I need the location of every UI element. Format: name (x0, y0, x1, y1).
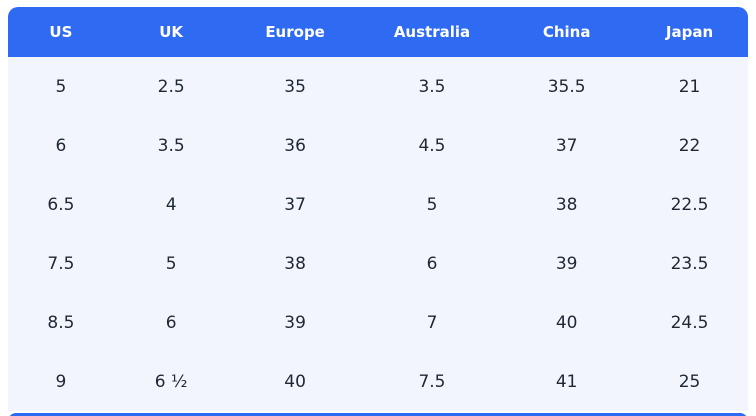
size-cell: 7.5 (361, 352, 503, 411)
size-cell: 9 (8, 352, 114, 411)
column-header-europe: Europe (228, 7, 362, 57)
table-row: 6.5 4 37 5 38 22.5 (8, 175, 748, 234)
table-row: 8.5 6 39 7 40 24.5 (8, 293, 748, 352)
table-row: 7.5 5 38 6 39 23.5 (8, 234, 748, 293)
size-cell: 6 ½ (113, 352, 229, 411)
column-header-us: US (8, 7, 114, 57)
size-cell: 5 (8, 57, 114, 116)
size-cell: 41 (502, 352, 632, 411)
table-row: 9 6 ½ 40 7.5 41 25 (8, 352, 748, 411)
size-cell: 37 (228, 175, 362, 234)
size-cell: 6.5 (8, 175, 114, 234)
size-cell: 6 (361, 234, 503, 293)
column-header-japan: Japan (631, 7, 748, 57)
size-cell: 5 (113, 234, 229, 293)
table-row: 6 3.5 36 4.5 37 22 (8, 116, 748, 175)
size-cell: 39 (228, 293, 362, 352)
size-cell: 3.5 (113, 116, 229, 175)
size-cell: 4.5 (361, 116, 503, 175)
size-cell: 35.5 (502, 57, 632, 116)
size-cell: 25 (631, 352, 748, 411)
size-cell: 35 (228, 57, 362, 116)
table-row: 5 2.5 35 3.5 35.5 21 (8, 57, 748, 116)
size-cell: 3.5 (361, 57, 503, 116)
size-cell: 8.5 (8, 293, 114, 352)
size-cell: 36 (228, 116, 362, 175)
size-cell: 39 (502, 234, 632, 293)
size-cell: 7 (361, 293, 503, 352)
size-cell: 7.5 (8, 234, 114, 293)
size-cell: 23.5 (631, 234, 748, 293)
size-cell: 22 (631, 116, 748, 175)
size-cell: 4 (113, 175, 229, 234)
size-cell: 24.5 (631, 293, 748, 352)
size-cell: 6 (8, 116, 114, 175)
size-table: US UK Europe Australia China Japan 5 2.5… (8, 7, 748, 411)
size-cell: 40 (502, 293, 632, 352)
table-header-row: US UK Europe Australia China Japan (8, 7, 748, 57)
size-cell: 38 (502, 175, 632, 234)
size-cell: 37 (502, 116, 632, 175)
size-cell: 38 (228, 234, 362, 293)
size-cell: 2.5 (113, 57, 229, 116)
shoe-size-conversion-table: US UK Europe Australia China Japan 5 2.5… (8, 7, 748, 411)
size-cell: 21 (631, 57, 748, 116)
size-cell: 5 (361, 175, 503, 234)
size-cell: 22.5 (631, 175, 748, 234)
size-cell: 6 (113, 293, 229, 352)
column-header-uk: UK (113, 7, 229, 57)
column-header-australia: Australia (361, 7, 503, 57)
column-header-china: China (502, 7, 632, 57)
size-cell: 40 (228, 352, 362, 411)
next-table-header-partial (8, 413, 748, 416)
